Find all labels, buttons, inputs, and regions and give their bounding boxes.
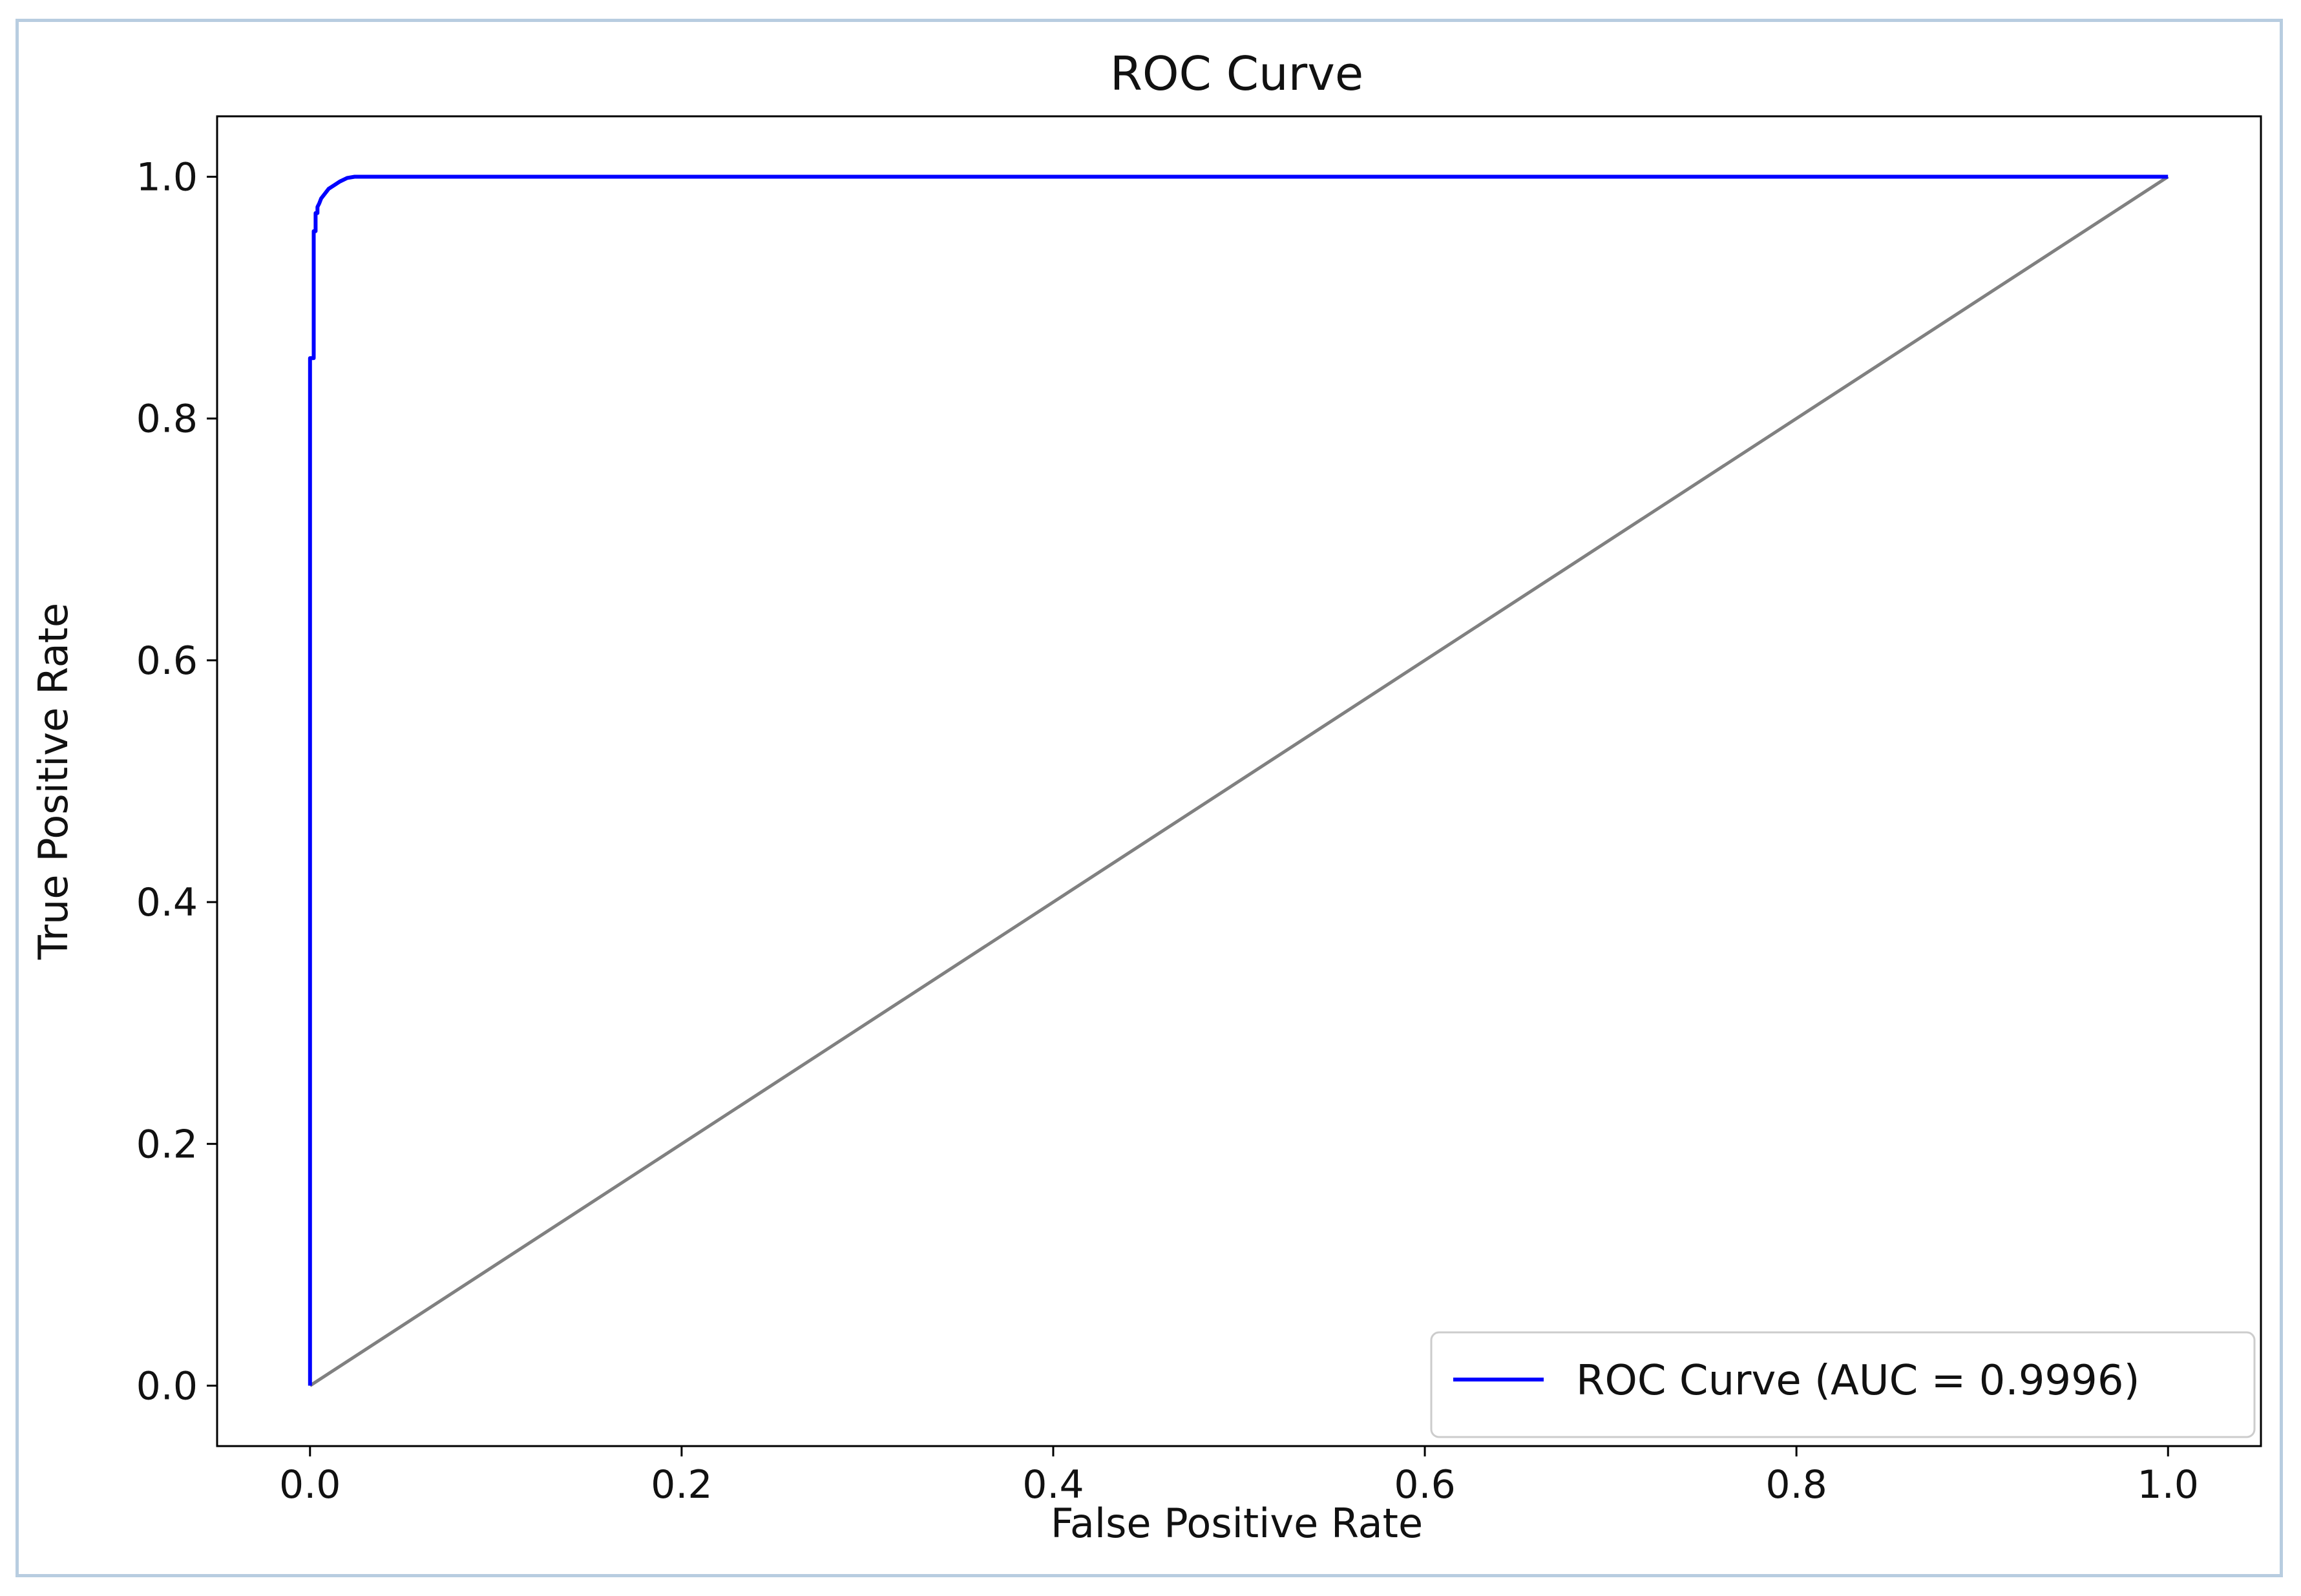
y-tick-label: 0.0 [136,1363,198,1409]
roc-curve-line [308,174,2169,1386]
y-tick-label: 0.2 [136,1122,198,1167]
y-tick-label: 0.4 [136,880,198,925]
x-tick-label: 0.4 [1022,1462,1084,1507]
y-tick-label: 0.6 [136,638,198,684]
y-axis-label: True Positive Rate [30,603,77,960]
series-layer [308,174,2169,1387]
roc-chart: ROC Curve 0.0 0.2 0.4 0.6 0.8 1.0 0.00.20.40.… [30,47,2262,1547]
x-tick-label: 0.6 [1394,1462,1455,1507]
x-tick-label: 0.8 [1765,1462,1827,1507]
legend-box [1430,1331,2256,1438]
x-axis-ticks: 0.0 0.2 0.4 0.6 0.8 1.0 [279,1446,2199,1507]
chart-title: ROC Curve [1110,47,1363,101]
x-tick-label: 0.2 [651,1462,712,1507]
chance-diagonal-line [309,175,2169,1387]
plot-area [216,115,2262,1447]
y-axis-ticks: 0.0 0.2 0.4 0.6 0.8 1.0 [136,155,217,1409]
y-tick-label: 1.0 [136,155,198,200]
legend: ROC Curve (AUC = 0.9996) [1430,1331,2256,1438]
legend-label: ROC Curve (AUC = 0.9996) [1576,1357,2140,1405]
x-tick-label: 0.0 [279,1462,341,1507]
chart-frame: ROC Curve 0.0 0.2 0.4 0.6 0.8 1.0 0.0 0.2 0.4 0.… [16,19,2283,1577]
y-tick-label: 0.8 [136,397,198,442]
x-tick-label: 1.0 [2138,1462,2199,1507]
x-axis-label: False Positive Rate [1051,1500,1423,1547]
